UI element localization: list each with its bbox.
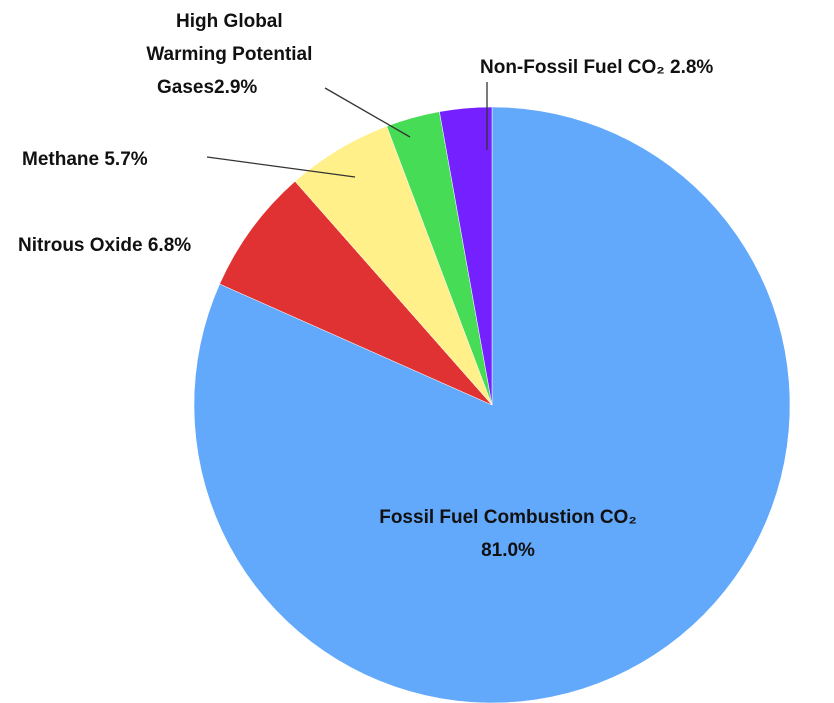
pie-slice bbox=[439, 106, 493, 406]
slice-value: 2.8% bbox=[670, 57, 713, 78]
slice-name: Nitrous Oxide bbox=[18, 235, 143, 256]
slice-label: Methane 5.7% bbox=[22, 149, 148, 170]
leader-line bbox=[206, 156, 356, 178]
slice-name-line: Gases bbox=[157, 77, 214, 98]
slice-value: 6.8% bbox=[148, 235, 191, 256]
slice-value: 81.0% bbox=[481, 540, 535, 561]
slice-name-line: Warming Potential bbox=[146, 44, 317, 65]
slice-label: Non-Fossil Fuel CO₂ 2.8% bbox=[480, 57, 713, 78]
slice-name: Fossil Fuel Combustion CO₂ bbox=[379, 507, 637, 528]
slice-name: Methane bbox=[22, 149, 99, 170]
slice-name: High Global Warming Potential Gases bbox=[146, 11, 317, 98]
slice-value: 2.9% bbox=[214, 77, 257, 98]
pie-slice bbox=[219, 181, 493, 406]
leader-line bbox=[324, 87, 411, 138]
slice-label: Nitrous Oxide 6.8% bbox=[18, 235, 191, 256]
slice-value: 5.7% bbox=[104, 149, 147, 170]
slice-name-line: High Global bbox=[176, 11, 288, 32]
slice-name: Non-Fossil Fuel CO₂ bbox=[480, 57, 665, 78]
